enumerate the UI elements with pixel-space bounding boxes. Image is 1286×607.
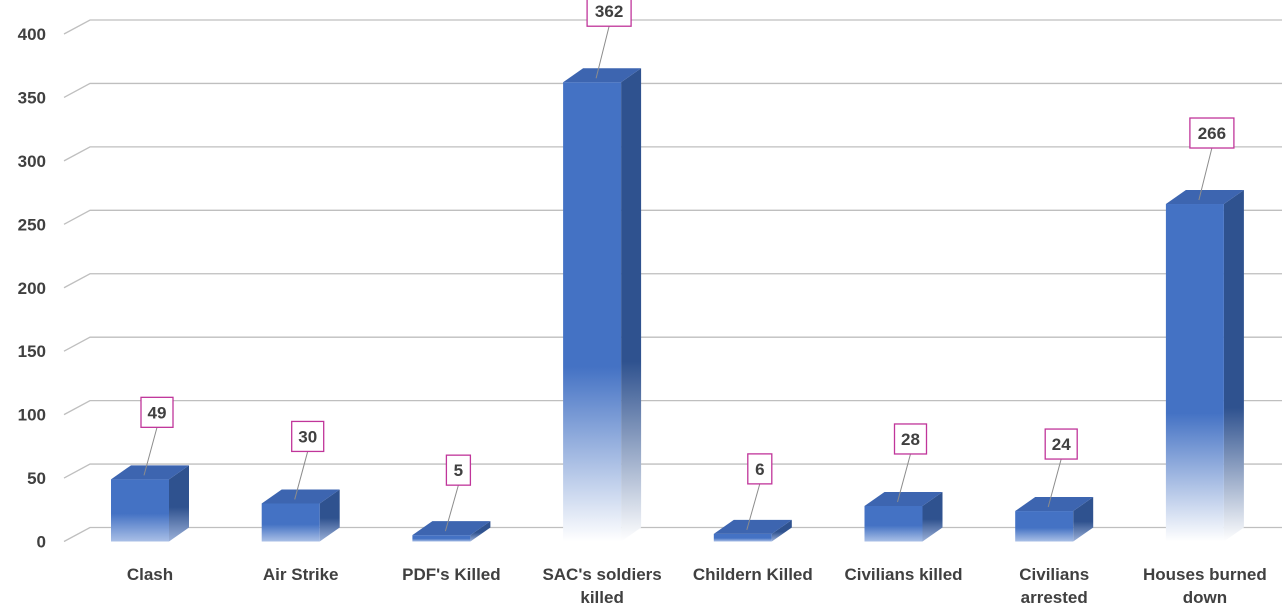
bar-front: [563, 82, 622, 542]
bar-7: [1165, 190, 1244, 542]
x-category-label: Civilians killed: [844, 565, 962, 584]
data-label: 362: [595, 2, 623, 21]
y-tick-label: 300: [18, 152, 46, 171]
data-label-leader: [1198, 147, 1213, 201]
bar-side: [922, 491, 943, 542]
y-tick-label: 350: [18, 88, 46, 107]
data-label-leader: [294, 451, 309, 500]
data-label: 6: [755, 460, 764, 479]
bar-side: [1223, 190, 1244, 542]
data-label-box: [747, 453, 773, 485]
gridline-100: [63, 399, 1282, 416]
gridline-0: [63, 526, 1282, 543]
bar-top: [563, 68, 642, 83]
x-category-label: SAC's soldiers killed: [542, 565, 661, 607]
bar-1: [261, 489, 340, 542]
x-category-label: Childern Killed: [693, 565, 813, 584]
bar-top: [864, 491, 943, 506]
bar-side: [621, 68, 642, 542]
gridline-400: [63, 19, 1282, 35]
bar-front: [412, 535, 471, 542]
data-label-leaders: [143, 26, 1213, 532]
data-label: 49: [148, 403, 167, 422]
bar-side: [470, 521, 491, 542]
y-tick-label: 200: [18, 279, 46, 298]
data-label-box: [586, 0, 632, 27]
data-label-box: [291, 420, 325, 453]
bar-front: [1165, 204, 1224, 542]
bar-top: [412, 521, 491, 536]
x-category-label: Houses burned down: [1143, 565, 1267, 607]
bar-top: [713, 519, 792, 534]
bar-front: [713, 533, 772, 542]
data-label: 24: [1052, 435, 1071, 454]
y-tick-label: 250: [18, 215, 46, 234]
data-labels: 49 30 5 362 6 28 24 266: [140, 0, 1235, 486]
bar-4: [713, 519, 792, 542]
gridlines: [63, 19, 1282, 543]
bar-front: [111, 479, 169, 542]
data-label-leader: [746, 483, 761, 531]
x-category-label: PDF's Killed: [402, 565, 501, 584]
data-label-box: [893, 423, 928, 455]
gridline-250: [63, 209, 1282, 225]
x-category-label: Clash: [127, 565, 173, 584]
bar-2: [412, 521, 491, 542]
data-label-box: [1044, 428, 1078, 460]
y-tick-label: 100: [18, 406, 46, 425]
bars: [111, 68, 1244, 542]
gridline-300: [63, 146, 1282, 162]
bar-6: [1015, 497, 1094, 542]
data-label-leader: [444, 485, 459, 532]
bar-side: [771, 519, 792, 542]
data-label-leader: [1047, 458, 1062, 508]
gridline-150: [63, 336, 1282, 352]
data-label-box: [1189, 117, 1235, 149]
data-label-box: [445, 454, 472, 486]
gridline-200: [63, 273, 1282, 289]
bar-top: [1165, 190, 1244, 205]
data-label-leader: [595, 26, 610, 79]
data-label-leader: [143, 427, 158, 476]
y-tick-label: 50: [27, 469, 46, 488]
x-axis-category-labels: Clash Air Strike PDF's Killed SAC's soldier…: [127, 565, 1267, 607]
x-category-label: Air Strike: [263, 565, 339, 584]
bar-top: [1015, 497, 1094, 512]
bar-3: [563, 68, 642, 542]
bar-side: [169, 465, 189, 542]
gridline-350: [63, 82, 1282, 99]
bar-front: [261, 503, 320, 542]
bar-side: [319, 489, 340, 542]
bar-top: [261, 489, 340, 504]
data-label-box: [140, 396, 174, 428]
bar-front: [1015, 511, 1074, 542]
bar-5: [864, 491, 943, 542]
y-axis-tick-labels: 0 50 100 150 200 250 300 350 400: [18, 25, 46, 552]
y-tick-label: 150: [18, 342, 46, 361]
bar-side: [1073, 497, 1094, 542]
y-tick-label: 400: [18, 25, 46, 44]
bar-top: [111, 465, 189, 480]
data-label-leader: [897, 453, 911, 503]
data-label: 266: [1198, 124, 1226, 143]
data-label: 30: [298, 427, 317, 446]
bar-front: [864, 505, 923, 542]
bar-0: [111, 465, 189, 542]
y-tick-label: 0: [37, 533, 46, 552]
gridline-50: [63, 463, 1282, 479]
x-category-label: Civilians arrested: [1019, 565, 1089, 607]
data-label: 5: [454, 461, 463, 480]
data-label: 28: [901, 430, 920, 449]
